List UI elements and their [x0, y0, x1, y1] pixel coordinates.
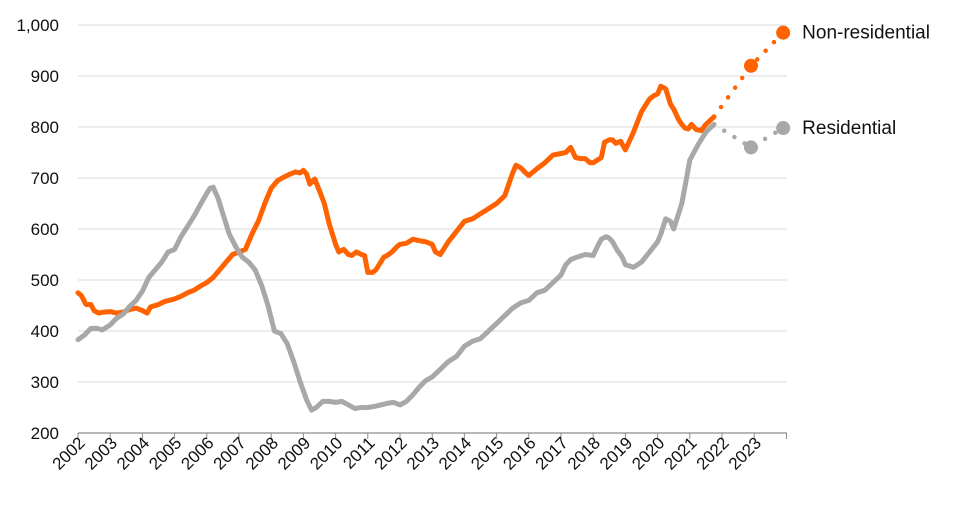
- x-tick-label-2016: 2016: [499, 433, 539, 473]
- x-tick-label-2023: 2023: [725, 433, 765, 473]
- series-label-residential: Residential: [802, 118, 896, 139]
- y-tick-label-800: 800: [31, 118, 59, 137]
- x-tick-label-2006: 2006: [177, 433, 217, 473]
- x-tick-label-2003: 2003: [81, 433, 121, 473]
- y-tick-label-700: 700: [31, 169, 59, 188]
- x-tick-label-2021: 2021: [660, 433, 700, 473]
- x-tick-label-2012: 2012: [371, 433, 411, 473]
- x-tick-label-2019: 2019: [596, 433, 636, 473]
- series-lines: [75, 83, 717, 413]
- y-tick-label-900: 900: [31, 67, 59, 86]
- forecast-markers: [711, 25, 791, 155]
- gridlines: [78, 24, 787, 383]
- x-tick-label-2014: 2014: [435, 433, 475, 473]
- x-tick-label-2015: 2015: [467, 433, 507, 473]
- forecast-point-residential-1: [743, 140, 758, 155]
- series-label-non-residential: Non-residential: [802, 23, 930, 44]
- forecast-line-non-residential: [711, 30, 786, 120]
- y-tick-label-200: 200: [31, 424, 59, 443]
- x-tick-label-2022: 2022: [693, 433, 733, 473]
- y-tick-label-300: 300: [31, 373, 59, 392]
- forecast-point-residential-2: [776, 121, 791, 136]
- series-line-residential: [75, 121, 717, 413]
- series-labels: Non-residential Residential: [802, 23, 930, 139]
- x-tick-label-2018: 2018: [564, 433, 604, 473]
- series-line-non-residential: [75, 83, 717, 316]
- x-tick-label-2020: 2020: [628, 433, 668, 473]
- y-tick-label-400: 400: [31, 322, 59, 341]
- forecast-point-non-residential-1: [743, 58, 758, 73]
- y-tick-label-600: 600: [31, 220, 59, 239]
- x-tick-label-2007: 2007: [210, 433, 250, 473]
- y-tick-label-1000: 1,000: [16, 16, 59, 35]
- x-tick-label-2008: 2008: [242, 433, 282, 473]
- forecast-point-non-residential-2: [776, 25, 791, 40]
- x-tick-label-2005: 2005: [145, 433, 185, 473]
- x-tick-label-2013: 2013: [403, 433, 443, 473]
- x-tick-label-2009: 2009: [274, 433, 314, 473]
- x-tick-label-2004: 2004: [113, 433, 153, 473]
- y-tick-label-500: 500: [31, 271, 59, 290]
- x-tick-label-2017: 2017: [532, 433, 572, 473]
- x-tick-label-2010: 2010: [306, 433, 346, 473]
- x-tick-label-2011: 2011: [339, 433, 378, 472]
